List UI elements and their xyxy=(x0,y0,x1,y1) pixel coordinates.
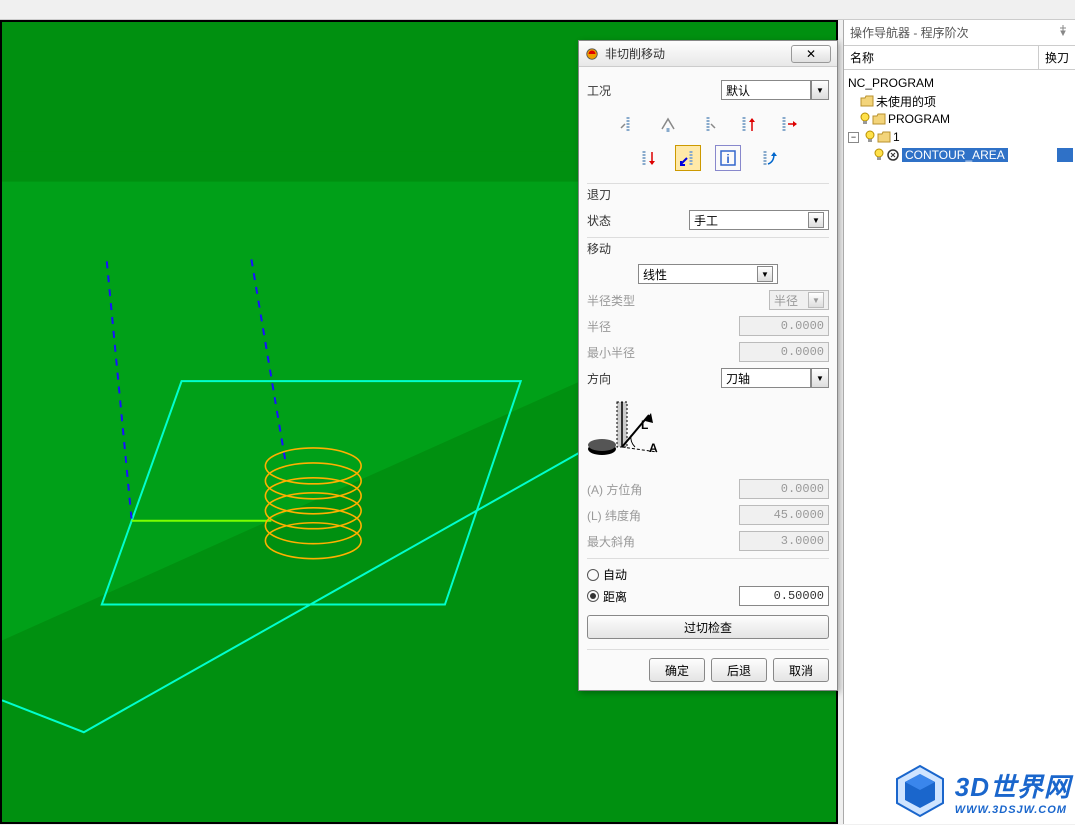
cancel-button[interactable]: 取消 xyxy=(773,658,829,682)
retract-icon-1[interactable] xyxy=(735,111,761,137)
overcut-check-button[interactable]: 过切检查 xyxy=(587,615,829,639)
radius-type-label: 半径类型 xyxy=(587,292,769,309)
radius-type-combo: 半径▼ xyxy=(769,290,829,310)
retract-icon-2[interactable] xyxy=(775,111,801,137)
dialog-close-button[interactable]: ✕ xyxy=(791,45,831,63)
svg-text:L: L xyxy=(641,418,648,432)
tree-root[interactable]: NC_PROGRAM xyxy=(846,74,1073,92)
latitude-input xyxy=(739,505,829,525)
top-toolbar-strip xyxy=(0,0,1075,20)
min-radius-input xyxy=(739,342,829,362)
radius-label: 半径 xyxy=(587,318,739,335)
min-radius-label: 最小半径 xyxy=(587,344,739,361)
folder-icon xyxy=(872,113,886,125)
info-icon[interactable]: i xyxy=(715,145,741,171)
gongkuang-label: 工况 xyxy=(587,82,721,99)
watermark: 3D世界网 WWW.3DSJW.COM xyxy=(891,762,1071,820)
tree-node-1[interactable]: − 1 xyxy=(846,128,1073,146)
chevron-down-icon: ▼ xyxy=(808,212,824,228)
azimuth-label: (A) 方位角 xyxy=(587,481,739,498)
selected-operation-label: CONTOUR_AREA xyxy=(902,148,1008,162)
direction-dropdown-icon[interactable]: ▼ xyxy=(811,368,829,388)
dialog-title: 非切削移动 xyxy=(605,45,785,62)
tree-unused[interactable]: 未使用的项 xyxy=(846,92,1073,110)
svg-text:i: i xyxy=(726,152,729,166)
app-icon xyxy=(585,47,599,61)
azimuth-input xyxy=(739,479,829,499)
operation-icon xyxy=(886,148,900,162)
bulb-icon xyxy=(865,130,875,144)
svg-text:A: A xyxy=(649,441,658,455)
tree-contour-area[interactable]: CONTOUR_AREA xyxy=(846,146,1073,164)
engage-icon-2[interactable] xyxy=(655,111,681,137)
move-section: 移动 xyxy=(587,237,829,259)
engage-icon-3[interactable] xyxy=(695,111,721,137)
tree-program[interactable]: PROGRAM xyxy=(846,110,1073,128)
ok-button[interactable]: 确定 xyxy=(649,658,705,682)
distance-radio[interactable] xyxy=(587,590,599,602)
watermark-url: WWW.3DSJW.COM xyxy=(955,804,1071,816)
state-combo[interactable]: 手工▼ xyxy=(689,210,829,230)
auto-radio[interactable] xyxy=(587,569,599,581)
chevron-down-icon: ▼ xyxy=(757,266,773,282)
col-name[interactable]: 名称 xyxy=(844,46,1039,69)
distance-radio-row[interactable]: 距离 xyxy=(587,586,829,606)
direction-combo[interactable]: 刀轴 xyxy=(721,368,811,388)
back-button[interactable]: 后退 xyxy=(711,658,767,682)
folder-icon xyxy=(877,131,891,143)
bulb-icon xyxy=(860,112,870,126)
non-cutting-move-dialog: 非切削移动 ✕ 工况 默认 ▼ i 退刀 状态 手工▼ xyxy=(578,40,838,691)
vector-diagram: L A xyxy=(587,397,677,467)
gongkuang-dropdown-icon[interactable]: ▼ xyxy=(811,80,829,100)
transfer-icon[interactable] xyxy=(755,145,781,171)
latitude-label: (L) 纬度角 xyxy=(587,507,739,524)
navigator-columns: 名称 换刀 xyxy=(844,45,1075,70)
move-type-icons: i xyxy=(587,105,829,177)
col-toolchange[interactable]: 换刀 xyxy=(1039,46,1075,69)
state-label: 状态 xyxy=(587,212,689,229)
chevron-down-icon: ▼ xyxy=(808,292,824,308)
operation-navigator-panel: 操作导航器 - 程序阶次 名称 换刀 NC_PROGRAM 未使用的项 PROG… xyxy=(843,20,1075,824)
gongkuang-combo[interactable]: 默认 xyxy=(721,80,811,100)
distance-radio-label: 距离 xyxy=(603,588,627,605)
engage-icon-1[interactable] xyxy=(615,111,641,137)
radius-input xyxy=(739,316,829,336)
bulb-icon xyxy=(874,148,884,162)
selected-move-icon[interactable] xyxy=(675,145,701,171)
program-tree[interactable]: NC_PROGRAM 未使用的项 PROGRAM − 1 CONTOUR_ARE… xyxy=(844,70,1075,168)
retract-icon-3[interactable] xyxy=(635,145,661,171)
navigator-title: 操作导航器 - 程序阶次 xyxy=(844,20,1075,45)
auto-radio-row[interactable]: 自动 xyxy=(587,566,829,583)
folder-icon xyxy=(860,95,874,107)
max-angle-label: 最大斜角 xyxy=(587,533,739,550)
retract-section: 退刀 xyxy=(587,183,829,205)
selection-marker xyxy=(1057,148,1073,162)
auto-radio-label: 自动 xyxy=(603,566,627,583)
max-angle-input xyxy=(739,531,829,551)
distance-input[interactable] xyxy=(739,586,829,606)
direction-label: 方向 xyxy=(587,370,721,387)
dialog-titlebar[interactable]: 非切削移动 ✕ xyxy=(579,41,837,67)
collapse-icon[interactable]: − xyxy=(848,132,859,143)
pin-icon[interactable] xyxy=(1057,24,1069,39)
move-type-combo[interactable]: 线性▼ xyxy=(638,264,778,284)
watermark-logo-icon xyxy=(891,762,949,820)
watermark-text: 3D世界网 xyxy=(955,767,1071,804)
